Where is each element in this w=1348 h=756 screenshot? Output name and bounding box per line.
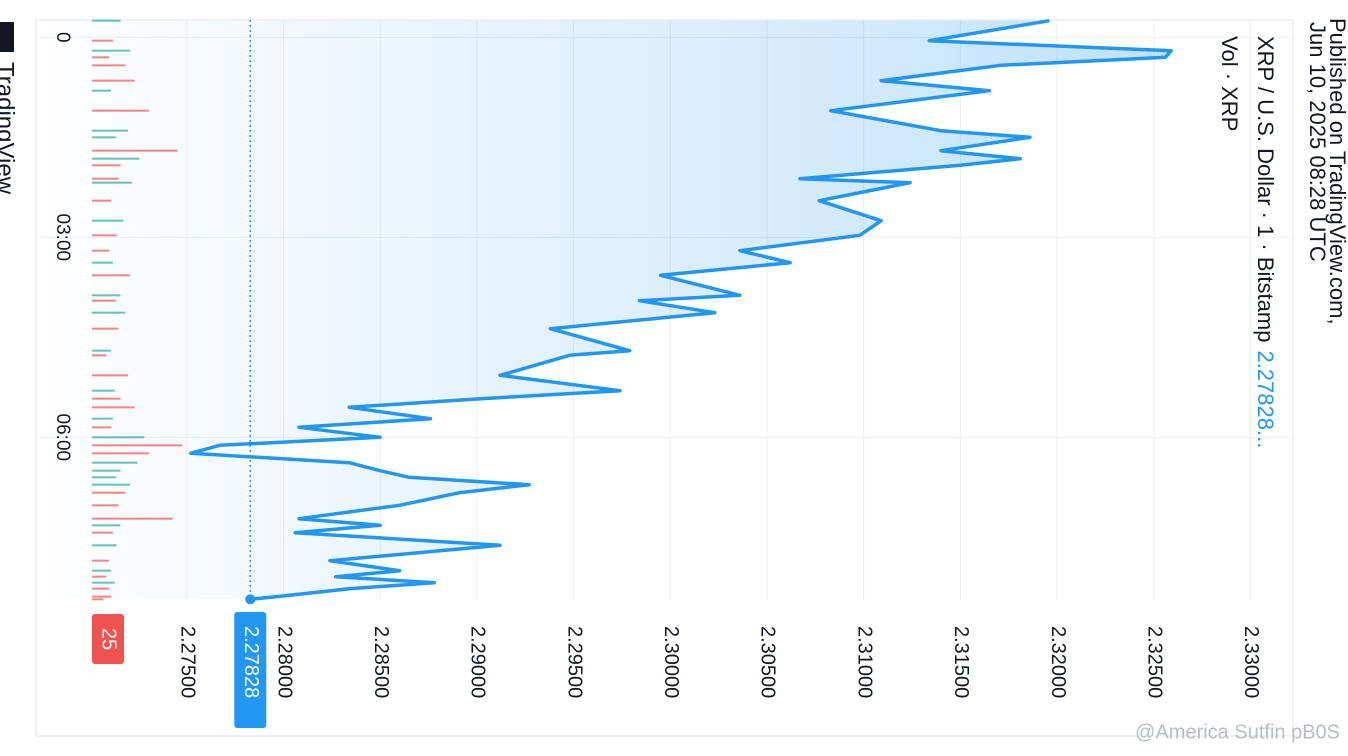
y-tick-label: 2.31000 bbox=[853, 626, 875, 698]
volume-bar bbox=[92, 234, 117, 237]
y-tick-label: 2.29000 bbox=[467, 626, 489, 698]
volume-bar bbox=[92, 199, 111, 202]
volume-bar bbox=[92, 249, 110, 252]
volume-bar bbox=[92, 109, 149, 112]
y-tick-label: 2.28500 bbox=[370, 626, 392, 698]
volume-bar bbox=[92, 483, 130, 486]
volume-bar bbox=[92, 531, 113, 534]
volume-badge bbox=[92, 614, 124, 664]
volume-bar bbox=[92, 476, 116, 479]
volume-bar bbox=[92, 164, 121, 167]
y-tick-label: 2.30000 bbox=[660, 626, 682, 698]
brand: TradingView bbox=[0, 62, 19, 195]
volume-bar bbox=[92, 177, 119, 180]
y-tick-label: 2.32000 bbox=[1047, 626, 1069, 698]
volume-legend: Vol · XRP bbox=[1217, 36, 1242, 131]
last-price-badge bbox=[234, 612, 267, 728]
volume-bar bbox=[92, 149, 178, 152]
volume-bar bbox=[92, 89, 111, 92]
volume-bar bbox=[92, 544, 117, 547]
volume-bar bbox=[92, 504, 119, 507]
volume-bar bbox=[92, 417, 113, 420]
volume-bar bbox=[92, 56, 110, 59]
legend-name: XRP / U.S. Dollar · 1 · Bitstamp bbox=[1253, 36, 1278, 342]
volume-badge-label: 25 bbox=[98, 628, 120, 650]
volume-bar bbox=[92, 294, 121, 297]
y-tick-label: 2.28000 bbox=[273, 626, 295, 698]
volume-bar bbox=[92, 491, 126, 494]
volume-bar bbox=[92, 517, 173, 520]
x-tick-label: 06:00 bbox=[52, 414, 73, 462]
legend: XRP / U.S. Dollar · 1 · Bitstamp 2.27828.… bbox=[1253, 36, 1278, 448]
volume-bar bbox=[92, 327, 119, 330]
volume-bar bbox=[92, 581, 115, 584]
volume-bar bbox=[92, 406, 135, 409]
volume-bar bbox=[92, 374, 129, 377]
volume-bar bbox=[92, 397, 121, 400]
y-tick-label: 2.29500 bbox=[563, 626, 585, 698]
volume-bar bbox=[92, 559, 110, 562]
volume-bar bbox=[92, 64, 126, 67]
x-tick-label: 0 bbox=[52, 32, 73, 43]
price-line bbox=[188, 18, 1173, 602]
x-tick-label: 03:00 bbox=[52, 214, 73, 262]
volume-bar bbox=[92, 49, 130, 52]
volume-bar bbox=[92, 299, 116, 302]
published: Published on TradingView.com, bbox=[1325, 18, 1348, 325]
volume-bar bbox=[92, 354, 107, 357]
y-tick-label: 2.33000 bbox=[1240, 626, 1262, 698]
volume-bar bbox=[92, 587, 110, 590]
volume-bar bbox=[92, 452, 149, 455]
volume-bar bbox=[92, 136, 116, 139]
brand-logo bbox=[0, 22, 14, 52]
y-tick-label: 2.31500 bbox=[950, 626, 972, 698]
volume-bar bbox=[92, 181, 132, 184]
labels: 2.27500 2.28000 2.28500 2.29000 2.29500 2.300… bbox=[0, 18, 1348, 743]
volume-bar bbox=[92, 79, 135, 82]
last-price-label: 2.27828 bbox=[240, 626, 262, 698]
volume-bar bbox=[92, 39, 113, 42]
volume-bar bbox=[92, 157, 140, 160]
volume-bar bbox=[92, 349, 111, 352]
volume-bar bbox=[92, 219, 124, 222]
volume-bar bbox=[92, 575, 107, 578]
y-tick-label: 2.32500 bbox=[1143, 626, 1165, 698]
volume-bar bbox=[92, 569, 111, 572]
volume-bar bbox=[92, 469, 121, 472]
volume-bar bbox=[92, 389, 115, 392]
volume-bar bbox=[92, 461, 138, 464]
volume-bar bbox=[92, 598, 104, 601]
watermark: @America Sutfin pB0S bbox=[1135, 721, 1340, 743]
last-point bbox=[245, 594, 256, 605]
volume-bar bbox=[92, 524, 121, 527]
volume-bar bbox=[92, 426, 111, 429]
volume-bar bbox=[92, 129, 129, 132]
plot bbox=[36, 18, 1173, 605]
volume-bar bbox=[92, 311, 126, 314]
volume-bar bbox=[92, 595, 111, 598]
volume-bar bbox=[92, 274, 130, 277]
y-tick-label: 2.30500 bbox=[757, 626, 779, 698]
volume-bar bbox=[92, 444, 183, 447]
volume-bar bbox=[92, 436, 145, 439]
legend-value: 2.27828... bbox=[1253, 350, 1278, 448]
y-tick-label: 2.27500 bbox=[177, 626, 199, 698]
volume-bar bbox=[92, 19, 121, 22]
publish-date: Jun 10, 2025 08:28 UTC bbox=[1305, 22, 1330, 262]
area-fill bbox=[36, 20, 1172, 600]
volume-bar bbox=[92, 261, 113, 264]
